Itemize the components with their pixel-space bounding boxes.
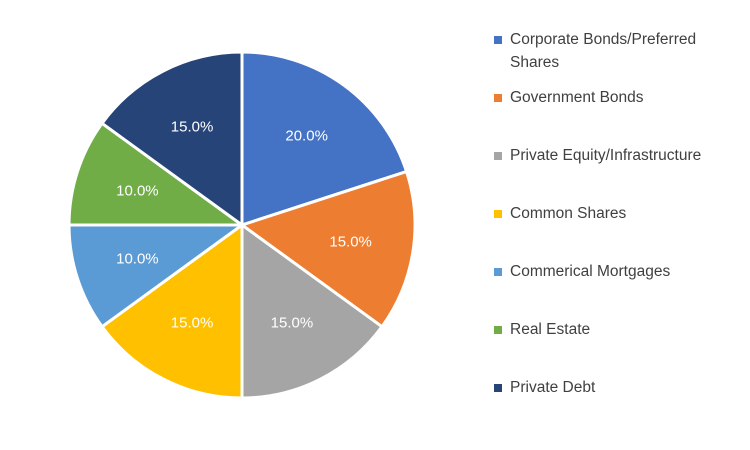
legend-label: Common Shares [510, 205, 627, 222]
legend-swatch [494, 36, 502, 44]
slice-data-label: 15.0% [171, 315, 214, 332]
slice-data-label: 15.0% [271, 315, 314, 332]
chart-legend: Corporate Bonds/Preferred Shares Governme… [494, 28, 744, 434]
pie-slice [100, 50, 244, 227]
legend-label: Real Estate [510, 321, 591, 338]
legend-swatch [494, 94, 502, 102]
legend-label: Private Equity/Infrastructure [510, 147, 702, 164]
legend-label: Commerical Mortgages [510, 263, 671, 280]
legend-item: Common Shares [494, 202, 744, 260]
legend-item: Corporate Bonds/Preferred Shares [494, 28, 744, 86]
legend-label: Corporate Bonds/Preferred Shares [510, 31, 697, 71]
pie-slice [67, 223, 244, 329]
legend-item: Private Debt [494, 376, 744, 434]
legend-item: Government Bonds [494, 86, 744, 144]
pie-slice [240, 50, 409, 227]
pie-slice [240, 223, 384, 400]
slice-data-label: 20.0% [285, 128, 328, 145]
pie-slice [67, 121, 244, 227]
legend-item: Commerical Mortgages [494, 260, 744, 318]
legend-label: Government Bonds [510, 89, 644, 106]
slice-data-label: 10.0% [116, 183, 159, 200]
legend-swatch [494, 268, 502, 276]
legend-swatch [494, 384, 502, 392]
legend-item: Real Estate [494, 318, 744, 376]
legend-swatch [494, 210, 502, 218]
slice-data-label: 10.0% [116, 250, 159, 267]
slice-data-label: 15.0% [329, 234, 372, 251]
pie-slice [240, 170, 417, 329]
pie-slice [100, 223, 244, 400]
legend-item: Private Equity/Infrastructure [494, 144, 744, 202]
legend-swatch [494, 152, 502, 160]
slice-data-label: 15.0% [171, 118, 214, 135]
legend-swatch [494, 326, 502, 334]
legend-label: Private Debt [510, 379, 596, 396]
